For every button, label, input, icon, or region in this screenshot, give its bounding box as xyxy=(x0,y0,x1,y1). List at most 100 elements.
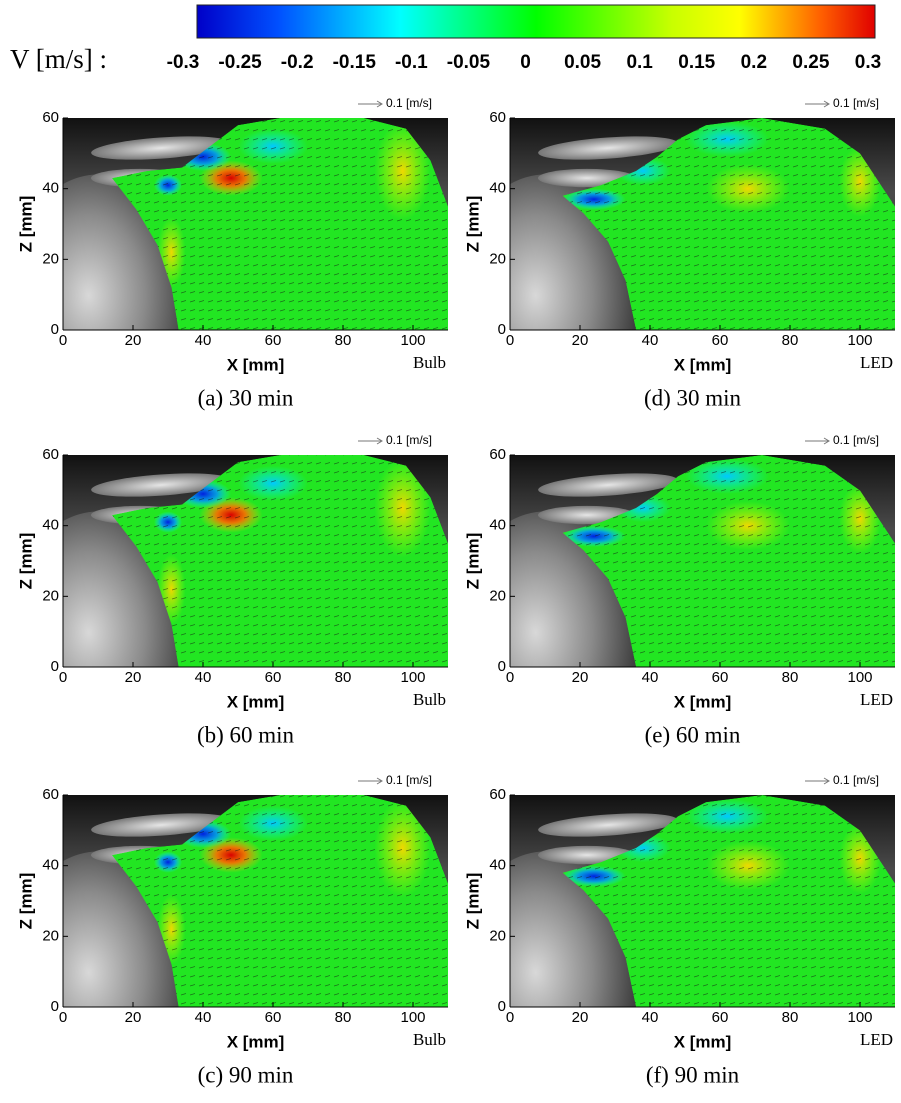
y-tick-label: 20 xyxy=(489,250,506,267)
y-axis-title: Z [mm] xyxy=(16,196,35,253)
x-tick-label: 80 xyxy=(335,1009,352,1026)
colorbar-label: V [m/s] : xyxy=(10,44,107,74)
plot-area xyxy=(63,455,448,667)
field xyxy=(112,455,448,667)
colorbar-tick-label: 0.3 xyxy=(855,52,881,73)
reference-vector-label: 0.1 [m/s] xyxy=(386,773,432,787)
field xyxy=(562,795,895,1007)
y-tick-label: 0 xyxy=(51,321,59,338)
x-tick-label: 80 xyxy=(782,332,799,349)
finger xyxy=(538,473,678,497)
caption: (d) 30 min xyxy=(644,385,742,410)
colorbar-tick-label: -0.25 xyxy=(218,52,262,73)
y-tick-label: 60 xyxy=(42,786,59,803)
vector-texture xyxy=(112,455,448,667)
x-tick-label: 100 xyxy=(847,1009,872,1026)
x-tick-label: 20 xyxy=(125,1009,142,1026)
x-tick-label: 60 xyxy=(265,669,282,686)
y-tick-label: 0 xyxy=(498,658,506,675)
reference-arrow-head xyxy=(823,100,830,108)
y-tick-label: 0 xyxy=(51,658,59,675)
caption: (c) 90 min xyxy=(198,1062,294,1087)
vector-texture xyxy=(562,118,895,330)
plot-area xyxy=(510,795,895,1007)
x-tick-label: 20 xyxy=(572,1009,589,1026)
source-label: LED xyxy=(860,690,893,709)
x-tick-label: 60 xyxy=(265,332,282,349)
y-tick-label: 40 xyxy=(489,180,506,197)
y-tick-label: 40 xyxy=(42,180,59,197)
x-tick-label: 80 xyxy=(335,332,352,349)
vector-texture xyxy=(562,455,895,667)
x-tick-label: 20 xyxy=(125,332,142,349)
panel: 0 20 40 60 80 100 0 20 40 60 X [mm] Z [mm] LED (f) 90… xyxy=(463,773,895,1087)
y-tick-label: 20 xyxy=(42,927,59,944)
y-tick-label: 20 xyxy=(489,587,506,604)
x-axis-title: X [mm] xyxy=(674,1032,732,1051)
finger xyxy=(538,813,678,837)
plot-area xyxy=(510,455,895,667)
x-tick-label: 100 xyxy=(400,1009,425,1026)
y-tick-label: 20 xyxy=(42,250,59,267)
y-axis-title: Z [mm] xyxy=(463,196,482,253)
caption: (e) 60 min xyxy=(645,722,741,747)
reference-vector-label: 0.1 [m/s] xyxy=(833,96,879,110)
y-axis-title: Z [mm] xyxy=(463,533,482,590)
x-axis-title: X [mm] xyxy=(227,692,285,711)
caption: (b) 60 min xyxy=(197,722,295,747)
source-label: Bulb xyxy=(413,1030,446,1049)
x-tick-label: 40 xyxy=(195,332,212,349)
x-tick-label: 0 xyxy=(506,332,514,349)
colorbar-tick-label: 0.15 xyxy=(678,52,715,73)
finger xyxy=(538,136,678,160)
colorbar-tick-label: -0.15 xyxy=(333,52,377,73)
x-tick-label: 80 xyxy=(782,1009,799,1026)
x-tick-label: 80 xyxy=(335,669,352,686)
x-tick-label: 100 xyxy=(847,669,872,686)
plot-area xyxy=(510,118,895,330)
field xyxy=(562,455,895,667)
reference-arrow-head xyxy=(376,777,383,785)
reference-vector-label: 0.1 [m/s] xyxy=(386,96,432,110)
reference-arrow-head xyxy=(376,100,383,108)
vector-texture xyxy=(112,118,448,330)
y-tick-label: 20 xyxy=(42,587,59,604)
x-tick-label: 60 xyxy=(712,332,729,349)
colorbar-tick-label: 0.25 xyxy=(792,52,829,73)
y-tick-label: 0 xyxy=(498,998,506,1015)
finger xyxy=(91,136,231,160)
panel: 0 20 40 60 80 100 0 20 40 60 X [mm] Z [mm] Bulb (c) 9… xyxy=(16,773,448,1087)
panel: 0 20 40 60 80 100 0 20 40 60 X [mm] Z [mm] LED (d) 30… xyxy=(463,96,895,410)
x-tick-label: 60 xyxy=(712,1009,729,1026)
y-axis-title: Z [mm] xyxy=(16,873,35,930)
finger xyxy=(91,813,231,837)
x-tick-label: 40 xyxy=(642,1009,659,1026)
x-tick-label: 60 xyxy=(712,669,729,686)
x-tick-label: 20 xyxy=(572,332,589,349)
field xyxy=(112,118,448,330)
plot-area xyxy=(63,118,448,330)
x-axis-title: X [mm] xyxy=(674,355,732,374)
colorbar-tick-label: 0 xyxy=(520,52,531,73)
colorbar-tick-label: -0.3 xyxy=(167,52,200,73)
vector-texture xyxy=(562,795,895,1007)
plot-area xyxy=(63,795,448,1007)
y-tick-label: 60 xyxy=(42,446,59,463)
y-tick-label: 60 xyxy=(42,109,59,126)
y-tick-label: 0 xyxy=(51,998,59,1015)
x-tick-label: 40 xyxy=(642,669,659,686)
x-tick-label: 20 xyxy=(572,669,589,686)
vector-texture xyxy=(112,795,448,1007)
x-tick-label: 100 xyxy=(847,332,872,349)
reference-vector-label: 0.1 [m/s] xyxy=(386,433,432,447)
y-tick-label: 20 xyxy=(489,927,506,944)
x-tick-label: 60 xyxy=(265,1009,282,1026)
x-axis-title: X [mm] xyxy=(674,692,732,711)
colorbar-tick-label: 0.05 xyxy=(564,52,601,73)
colorbar-tick-label: 0.1 xyxy=(626,52,653,73)
y-tick-label: 40 xyxy=(42,857,59,874)
x-tick-label: 100 xyxy=(400,669,425,686)
reference-arrow-head xyxy=(823,777,830,785)
